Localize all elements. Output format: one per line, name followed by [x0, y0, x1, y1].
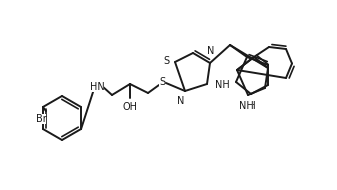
Text: S: S: [159, 77, 165, 87]
Text: N: N: [177, 96, 185, 106]
Text: NH: NH: [241, 101, 255, 111]
Text: HN: HN: [90, 82, 104, 92]
Text: OH: OH: [123, 102, 137, 112]
Text: S: S: [164, 56, 170, 66]
Text: NH: NH: [215, 80, 230, 90]
Text: N: N: [207, 46, 215, 56]
Text: Br: Br: [36, 114, 46, 124]
Text: NH: NH: [239, 101, 253, 111]
